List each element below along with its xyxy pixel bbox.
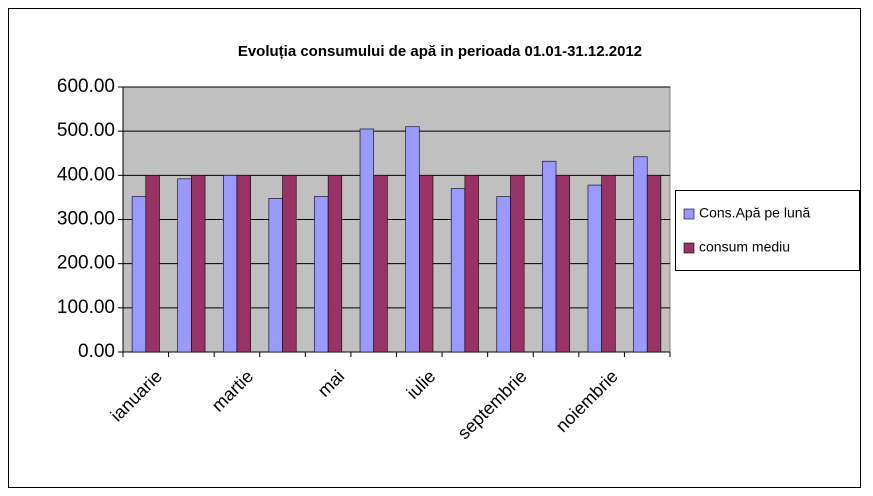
bar	[268, 198, 283, 353]
bar	[145, 175, 160, 353]
bar	[236, 175, 251, 353]
bar	[177, 178, 192, 353]
bar	[314, 196, 329, 353]
bar	[542, 160, 557, 353]
legend-box	[675, 190, 860, 271]
chart-title: Evoluția consumului de apă in perioada 0…	[238, 43, 642, 60]
y-tick-label: 200.00	[57, 253, 115, 274]
bar	[282, 175, 297, 353]
y-tick-label: 400.00	[57, 164, 115, 185]
y-tick-label: 300.00	[57, 209, 115, 230]
bar	[405, 126, 420, 353]
bar	[373, 175, 388, 353]
bar	[222, 175, 238, 353]
bar	[555, 175, 571, 353]
bar	[191, 175, 206, 353]
legend-swatch	[683, 208, 695, 220]
bar	[464, 175, 479, 353]
y-tick-label: 600.00	[57, 76, 115, 97]
legend-label: consum mediu	[699, 239, 790, 255]
bar	[646, 175, 662, 353]
bar	[327, 175, 343, 353]
y-tick-label: 500.00	[57, 120, 115, 141]
bar	[359, 128, 375, 353]
bar	[601, 175, 616, 353]
bar	[418, 175, 434, 353]
legend-swatch	[683, 242, 695, 254]
bar	[510, 175, 525, 353]
bar	[496, 196, 511, 353]
bar	[450, 188, 466, 353]
bar	[131, 196, 147, 353]
bar	[633, 156, 648, 353]
y-tick-label: 0.00	[78, 341, 115, 362]
bar	[587, 184, 602, 353]
y-tick-label: 100.00	[57, 297, 115, 318]
legend-label: Cons.Apă pe lună	[699, 205, 811, 221]
